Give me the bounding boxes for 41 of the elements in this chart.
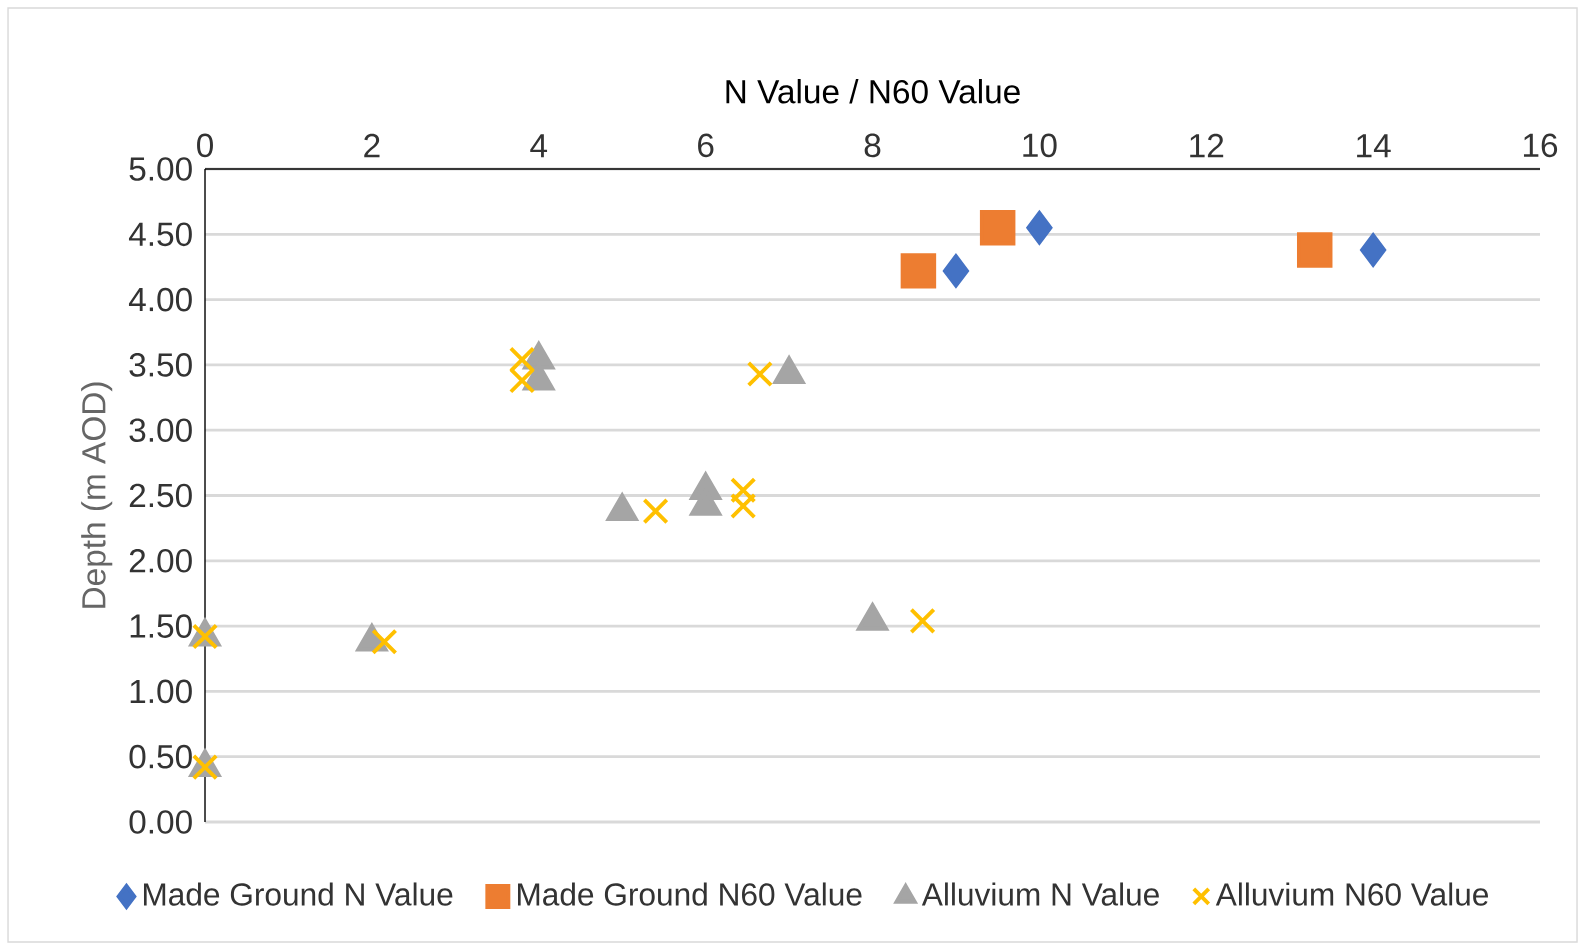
legend-label: Alluvium N60 Value (1215, 882, 1489, 906)
point (730, 492, 757, 520)
y-tick-label: 3.50 (129, 353, 192, 377)
point (730, 477, 757, 504)
y-tick-label: 3.00 (129, 418, 192, 443)
x-tick-label: 14 (1357, 134, 1391, 158)
x-tick-label: 0 (197, 133, 213, 158)
x-tick-label: 6 (698, 133, 714, 158)
point (1296, 232, 1333, 268)
x-axis-title: N Value / N60 Value (726, 79, 1020, 104)
y-tick-label: 0.50 (129, 744, 192, 769)
point (508, 367, 536, 394)
y-tick-label: 5.00 (129, 157, 192, 181)
point (900, 253, 937, 289)
x-tick-label: 4 (530, 134, 548, 158)
y-tick-label: 1.00 (130, 679, 192, 704)
legend-label: Made Ground N Value (143, 882, 453, 906)
point (508, 346, 536, 373)
point (909, 607, 936, 634)
point (642, 498, 669, 525)
y-tick-label: 2.50 (129, 483, 192, 508)
y-tick-label: 2.00 (129, 548, 192, 573)
legend-label: Made Ground N60 Value (518, 882, 862, 906)
point (371, 628, 398, 655)
x-tick-label: 2 (364, 133, 380, 158)
y-tick-label: 4.50 (128, 222, 192, 247)
x-tick-label: 8 (864, 133, 881, 158)
y-tick-label: 1.50 (130, 614, 192, 638)
x-tick-label: 12 (1190, 133, 1224, 158)
y-tick-label: 4.00 (128, 287, 192, 312)
point (979, 210, 1016, 246)
y-axis-title: Depth (m AOD) (81, 382, 113, 608)
point (856, 603, 889, 631)
legend-label: Alluvium N Value (921, 882, 1159, 906)
x-tick-label: 16 (1523, 133, 1558, 158)
point (1360, 233, 1387, 267)
point (1026, 211, 1053, 245)
point (746, 360, 773, 388)
y-tick-label: 0.00 (129, 810, 192, 834)
point (942, 254, 969, 288)
x-tick-label: 10 (1023, 133, 1057, 158)
